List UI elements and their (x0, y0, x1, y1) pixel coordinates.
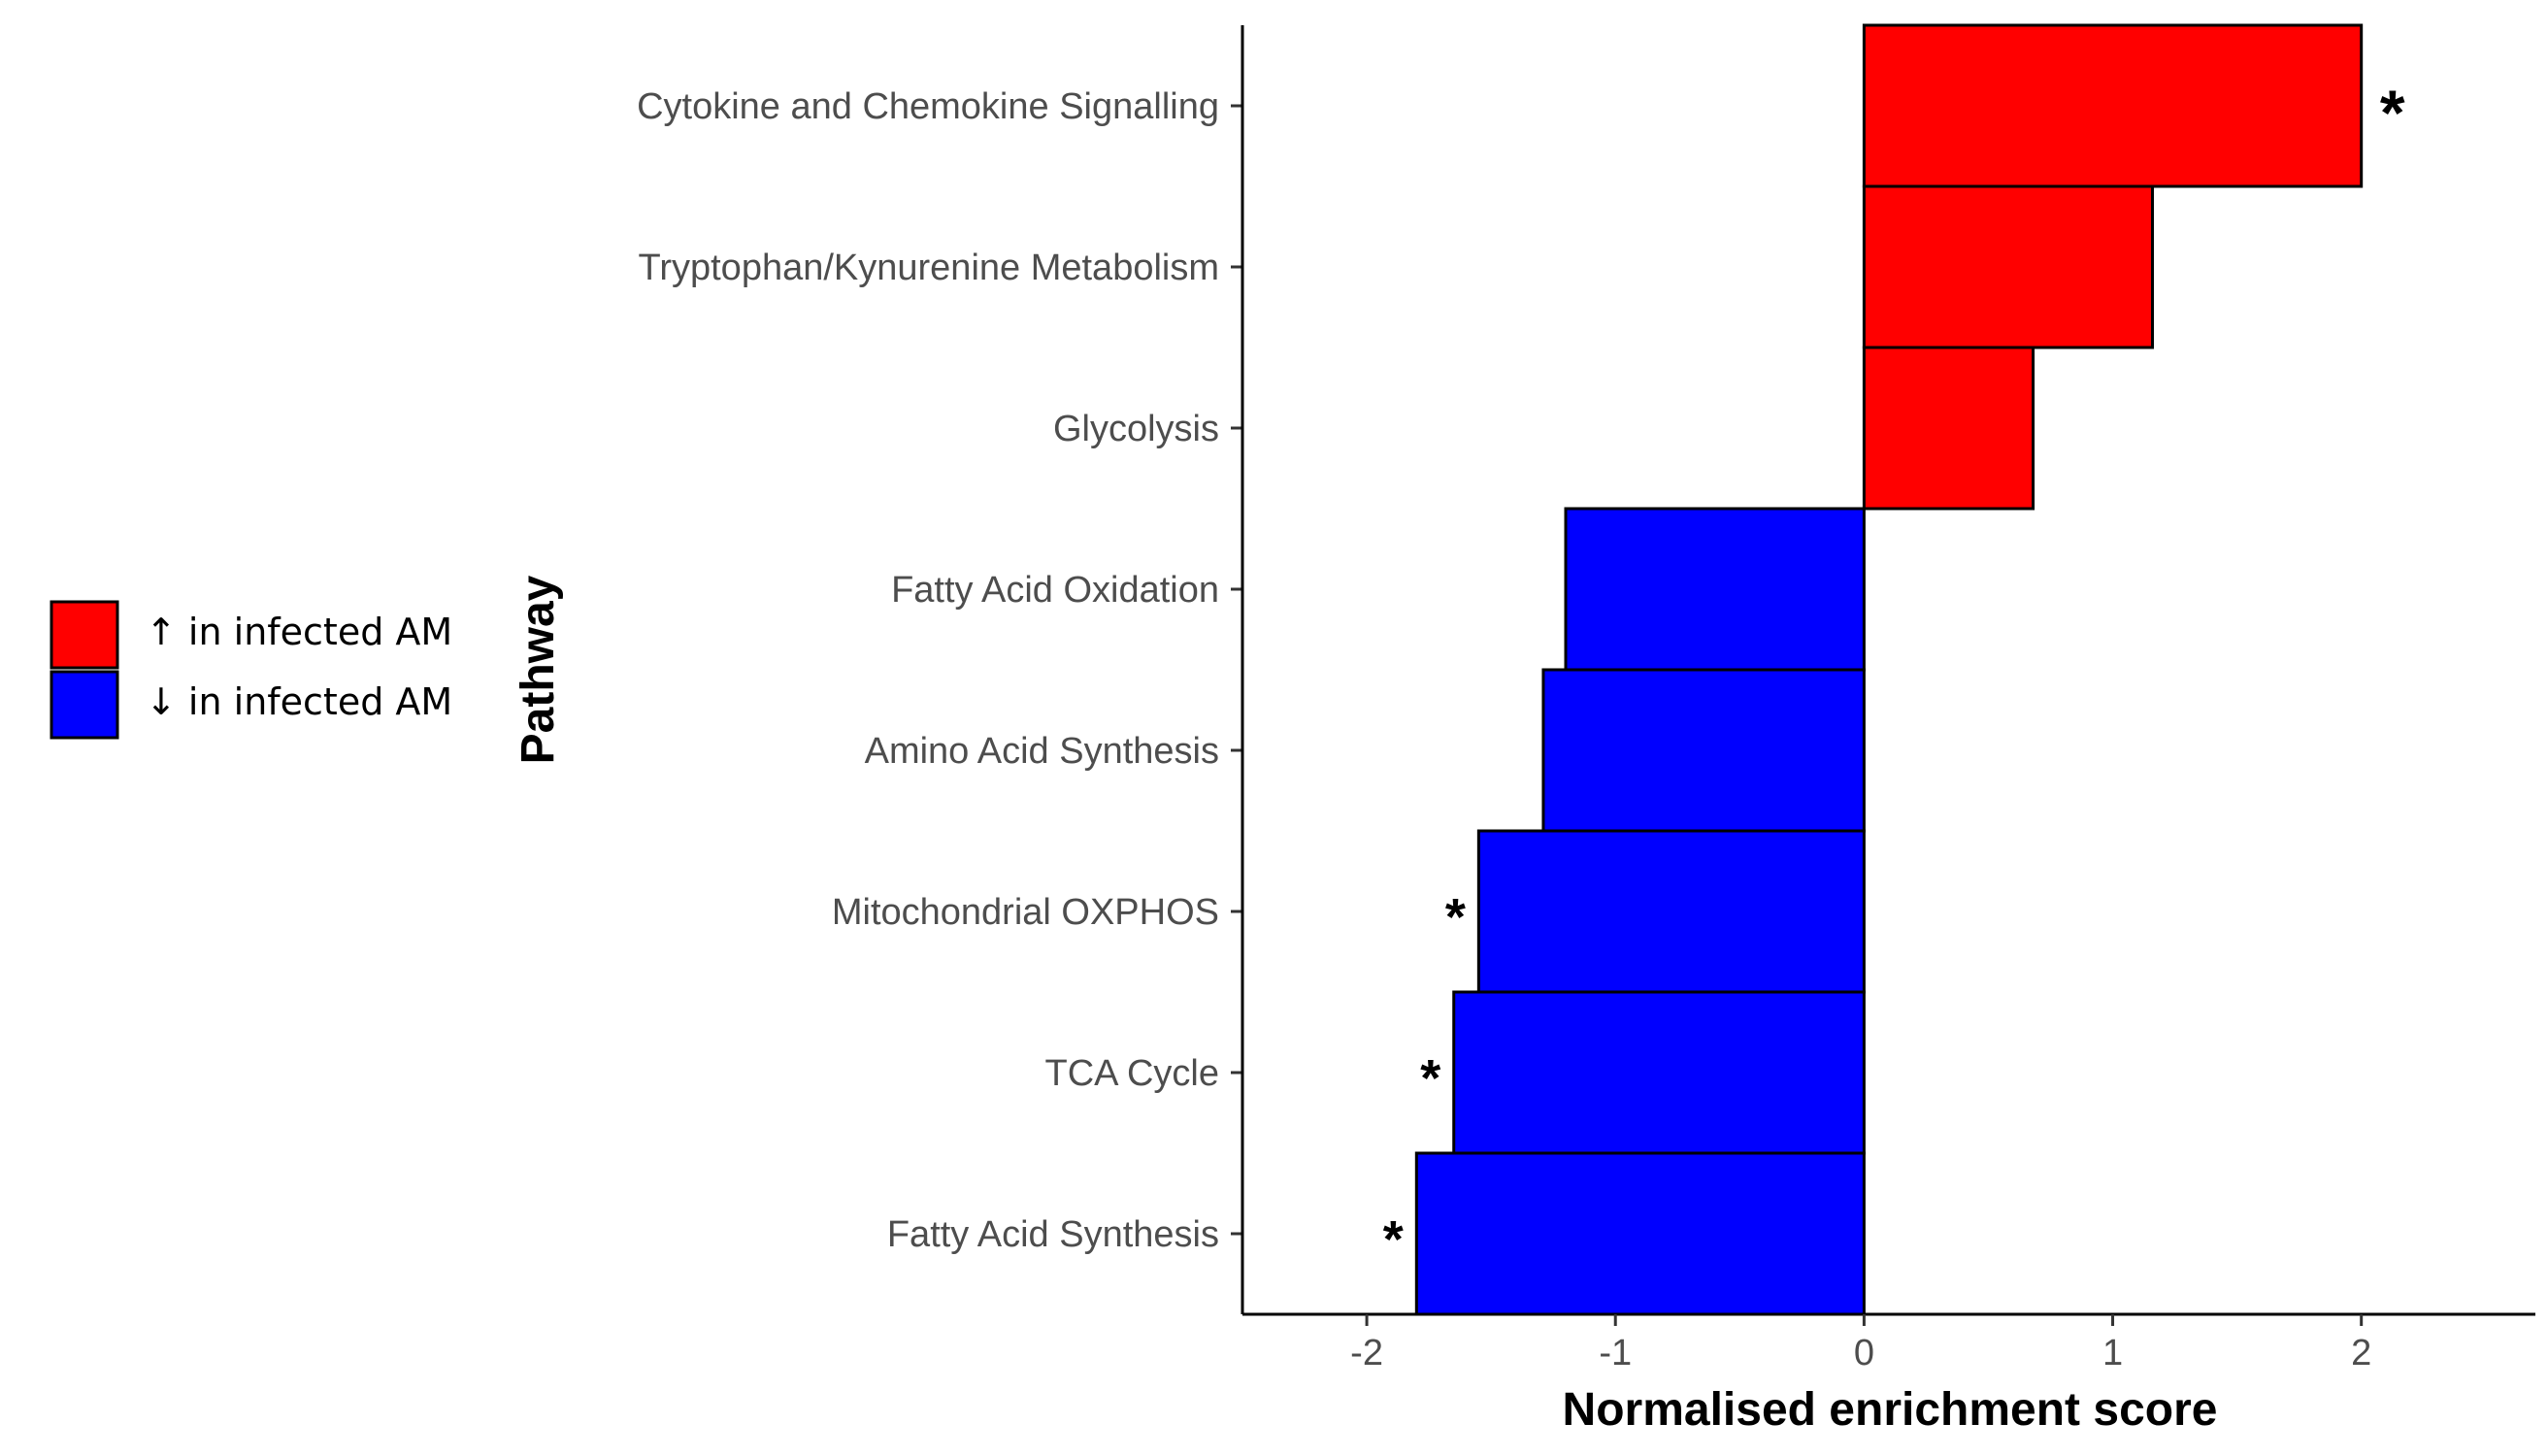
bar-6 (1452, 990, 1866, 1155)
x-tick-label-2: 0 (1854, 1333, 1874, 1373)
x-axis-title: Normalised enrichment score (1563, 1384, 2218, 1436)
x-tick-label-3: 1 (2102, 1333, 2123, 1373)
category-labels: Cytokine and Chemokine Signalling Tryptop… (637, 86, 1219, 1255)
significance-star-0: * (2380, 77, 2405, 149)
axes-group (1231, 25, 2535, 1326)
bar-7 (1414, 1151, 1866, 1316)
category-label-7: Fatty Acid Synthesis (887, 1214, 1219, 1255)
bar-5 (1476, 829, 1866, 994)
category-label-6: TCA Cycle (1045, 1053, 1219, 1094)
bars-group (1414, 23, 2364, 1316)
bar-2 (1862, 346, 2035, 511)
significance-star-5: * (1445, 888, 1466, 946)
significance-star-7: * (1383, 1210, 1404, 1269)
category-label-4: Amino Acid Synthesis (865, 731, 1219, 772)
bar-1 (1862, 184, 2155, 349)
x-tick-labels: -2 -1 0 1 2 (1350, 1333, 2371, 1373)
significance-star-6: * (1420, 1049, 1440, 1108)
significance-marks: * * * * (1383, 77, 2405, 1269)
x-tick-label-4: 2 (2351, 1333, 2371, 1373)
legend-label-down: ↓ in infected AM (146, 680, 452, 723)
bar-4 (1541, 668, 1866, 833)
x-tick-label-1: -1 (1599, 1333, 1632, 1373)
category-label-2: Glycolysis (1053, 409, 1219, 449)
legend-swatch-up (50, 600, 119, 670)
x-tick-label-0: -2 (1350, 1333, 1383, 1373)
legend: ↑ in infected AM ↓ in infected AM (50, 600, 452, 740)
legend-label-up: ↑ in infected AM (146, 611, 452, 653)
category-label-5: Mitochondrial OXPHOS (832, 892, 1219, 933)
legend-swatch-down (50, 670, 119, 740)
category-label-1: Tryptophan/Kynurenine Metabolism (639, 248, 1219, 288)
bar-3 (1564, 507, 1866, 672)
category-label-3: Fatty Acid Oxidation (891, 570, 1219, 611)
category-label-0: Cytokine and Chemokine Signalling (637, 86, 1219, 127)
bar-0 (1862, 23, 2364, 188)
y-axis-title: Pathway (513, 575, 564, 764)
